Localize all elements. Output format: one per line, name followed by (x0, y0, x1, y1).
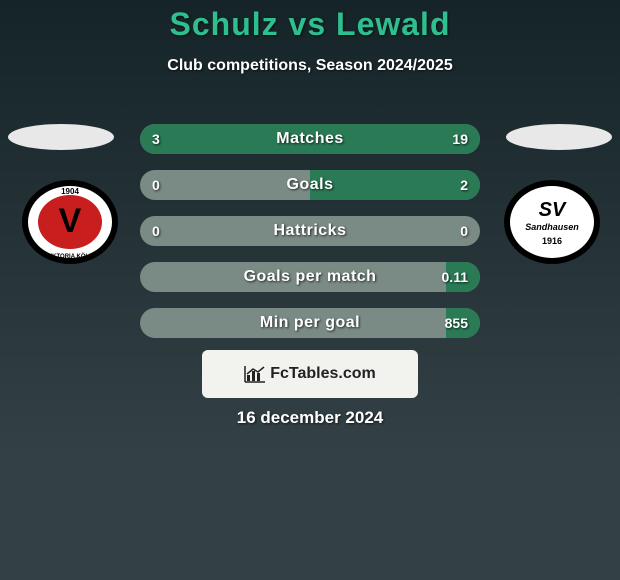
left-crest-year: 1904 (61, 187, 79, 196)
stat-row: Matches3 19 (140, 124, 480, 154)
left-crest-letter: V (59, 202, 82, 240)
right-crest-year: 1916 (542, 236, 562, 246)
stat-value-right: 855 (433, 308, 480, 338)
right-team-oval (506, 124, 612, 150)
stat-value-left: 3 (140, 124, 172, 154)
stat-label: Goals (140, 170, 480, 200)
stat-value-right: 0 (448, 216, 480, 246)
stat-row: Hattricks0 0 (140, 216, 480, 246)
left-team-crest: V 1904 VIKTORIA KÖLN (20, 178, 120, 266)
stat-value-right: 2 (448, 170, 480, 200)
stat-row: Goals0 2 (140, 170, 480, 200)
right-crest-secondary: Sandhausen (525, 222, 579, 232)
stat-value-right: 0.11 (430, 262, 480, 292)
left-team-oval (8, 124, 114, 150)
stat-value-left: 0 (140, 216, 172, 246)
stat-row: Goals per match0.11 (140, 262, 480, 292)
branding-badge: FcTables.com (202, 350, 418, 398)
stats-panel: Matches319Goals02Hattricks00Goals per ma… (140, 124, 480, 354)
stat-label: Matches (140, 124, 480, 154)
page-subtitle: Club competitions, Season 2024/2025 (0, 57, 620, 75)
left-crest-footer: VIKTORIA KÖLN (46, 253, 93, 260)
stat-label: Min per goal (140, 308, 480, 338)
stat-value-right: 19 (440, 124, 480, 154)
stat-label: Hattricks (140, 216, 480, 246)
branding-chart-icon (244, 365, 266, 383)
right-crest-primary: SV (539, 199, 567, 221)
snapshot-date: 16 december 2024 (0, 408, 620, 428)
comparison-infographic: Schulz vs Lewald Club competitions, Seas… (0, 0, 620, 580)
right-team-crest: SV Sandhausen 1916 (502, 178, 602, 266)
page-title: Schulz vs Lewald (0, 0, 620, 43)
stat-row: Min per goal855 (140, 308, 480, 338)
branding-text: FcTables.com (270, 365, 376, 383)
stat-value-left: 0 (140, 170, 172, 200)
